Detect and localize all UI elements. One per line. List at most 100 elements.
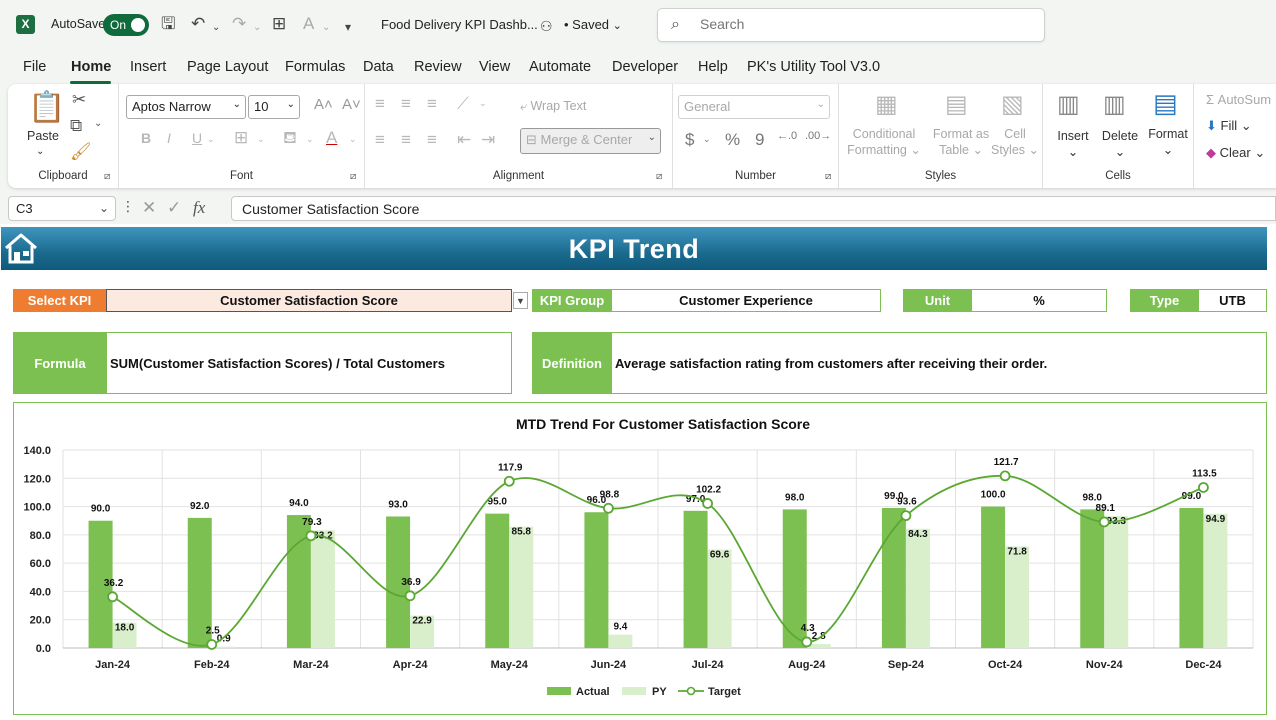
tab-automate[interactable]: Automate <box>529 59 592 75</box>
cell-styles-button[interactable]: Cell Styles ⌄ <box>991 127 1039 157</box>
insert-cells-icon[interactable]: ▥ <box>1057 91 1080 118</box>
format-as-table-button[interactable]: Format as Table ⌄ <box>932 127 990 157</box>
alignment-launcher-icon[interactable]: ⧄ <box>656 171 663 182</box>
tab-view[interactable]: View <box>479 59 511 75</box>
format-as-table-icon[interactable]: ▤ <box>945 91 968 118</box>
target-point <box>503 475 515 487</box>
orientation-icon[interactable]: ⟋ <box>457 94 469 113</box>
save-icon[interactable]: 🖫 <box>161 14 176 33</box>
conditional-formatting-icon[interactable]: ▦ <box>875 91 898 118</box>
saved-status[interactable]: • Saved ⌄ <box>564 17 622 32</box>
number-format-select[interactable]: General ⌄ <box>678 95 830 119</box>
cancel-entry-icon[interactable]: ✕ <box>142 198 157 217</box>
tab-page-layout[interactable]: Page Layout <box>187 59 269 75</box>
insert-cells-button[interactable]: Insert ⌄ <box>1057 129 1089 159</box>
tab-utility-tool[interactable]: PK's Utility Tool V3.0 <box>747 59 881 75</box>
fill-dropdown-icon[interactable]: ⌄ <box>306 134 314 144</box>
clipboard-launcher-icon[interactable]: ⧄ <box>104 171 111 182</box>
borders-icon[interactable]: ⊞ <box>272 14 287 33</box>
paste-dropdown-icon[interactable]: ⌄ <box>36 146 45 157</box>
cut-icon[interactable]: ✂ <box>72 90 87 109</box>
currency-dropdown-icon[interactable]: ⌄ <box>703 134 711 144</box>
underline-icon[interactable]: U <box>192 130 203 146</box>
formula-input[interactable]: Customer Satisfaction Score <box>231 196 1276 221</box>
decrease-indent-icon[interactable]: ⇤ <box>457 130 472 149</box>
format-cells-button[interactable]: Format ⌄ <box>1148 127 1188 157</box>
merge-center-button[interactable]: ⊟ Merge & Center ⌄ <box>520 128 661 154</box>
cell-styles-icon[interactable]: ▧ <box>1001 91 1024 118</box>
select-kpi-value[interactable]: Customer Satisfaction Score <box>106 289 512 312</box>
increase-decimal-icon[interactable]: ←.0 <box>777 130 798 142</box>
fill-button[interactable]: ⬇ Fill ⌄ <box>1206 118 1252 133</box>
tab-help[interactable]: Help <box>698 59 728 75</box>
font-size-select[interactable]: 10 ⌄ <box>248 95 300 119</box>
font-name-select[interactable]: Aptos Narrow ⌄ <box>126 95 246 119</box>
increase-indent-icon[interactable]: ⇥ <box>481 130 496 149</box>
comma-icon[interactable]: 9 <box>755 130 765 149</box>
search-input[interactable] <box>700 16 1000 32</box>
font-color-dropdown-icon[interactable]: ⌄ <box>322 22 331 33</box>
tab-file[interactable]: File <box>23 59 47 75</box>
tab-insert[interactable]: Insert <box>130 59 167 75</box>
wrap-text-button[interactable]: ⤶ Wrap Text <box>520 99 587 113</box>
tab-developer[interactable]: Developer <box>612 59 679 75</box>
tab-formulas[interactable]: Formulas <box>285 59 346 75</box>
align-bottom-icon[interactable]: ≡ <box>427 94 437 113</box>
format-cells-icon[interactable]: ▤ <box>1153 88 1178 118</box>
fill-color-icon[interactable]: ⛾ <box>283 128 297 147</box>
format-painter-icon[interactable]: 🖌 <box>70 142 92 161</box>
underline-dropdown-icon[interactable]: ⌄ <box>207 134 215 144</box>
conditional-formatting-button[interactable]: Conditional Formatting ⌄ <box>847 127 921 157</box>
font-color-icon[interactable]: A <box>303 14 315 33</box>
currency-icon[interactable]: $ <box>685 130 695 149</box>
copy-icon[interactable]: ⧉ <box>70 116 83 135</box>
copy-dropdown-icon[interactable]: ⌄ <box>94 118 103 129</box>
name-box[interactable]: C3 ⌄ <box>8 196 116 221</box>
confirm-entry-icon[interactable]: ✓ <box>167 198 182 217</box>
undo-icon[interactable]: ↶ <box>191 14 206 33</box>
align-middle-icon[interactable]: ≡ <box>401 94 411 113</box>
paste-button[interactable]: Paste <box>27 129 59 143</box>
undo-dropdown-icon[interactable]: ⌄ <box>212 22 221 33</box>
tab-data[interactable]: Data <box>363 59 394 75</box>
kpi-dropdown-icon[interactable]: ▼ <box>513 292 528 309</box>
autosum-button[interactable]: Σ AutoSum <box>1206 92 1272 107</box>
clear-button[interactable]: ◆ Clear ⌄ <box>1206 145 1266 160</box>
align-right-icon[interactable]: ≡ <box>427 130 437 149</box>
align-left-icon[interactable]: ≡ <box>375 130 385 149</box>
align-top-icon[interactable]: ≡ <box>375 94 385 113</box>
decrease-font-icon[interactable]: A˅ <box>342 96 361 113</box>
more-options-icon[interactable]: ⋮ <box>121 198 135 214</box>
number-launcher-icon[interactable]: ⧄ <box>825 171 832 182</box>
orientation-dropdown-icon[interactable]: ⌄ <box>479 98 487 108</box>
borders-dropdown-icon[interactable]: ⌄ <box>257 134 265 144</box>
delete-cells-button[interactable]: Delete ⌄ <box>1101 129 1139 159</box>
bold-icon[interactable]: B <box>141 130 152 146</box>
borders-ribbon-icon[interactable]: ⊞ <box>234 128 249 147</box>
tab-home[interactable]: Home <box>71 59 112 75</box>
increase-font-icon[interactable]: A˄ <box>314 96 333 113</box>
legend-marker-target <box>686 686 696 696</box>
italic-icon[interactable]: I <box>167 130 171 146</box>
redo-icon[interactable]: ↷ <box>232 14 247 33</box>
delete-cells-icon[interactable]: ▥ <box>1103 91 1126 118</box>
customize-toolbar-icon[interactable]: ▾ <box>345 20 352 34</box>
search-box[interactable]: ⌕ <box>657 8 1045 42</box>
share-person-icon[interactable]: ⚇ <box>540 18 553 34</box>
decrease-decimal-icon[interactable]: .00→ <box>805 130 832 142</box>
percent-icon[interactable]: % <box>725 130 741 149</box>
text-color-icon[interactable]: A <box>326 128 338 147</box>
tab-review[interactable]: Review <box>414 59 462 75</box>
insert-function-icon[interactable]: fx <box>193 198 206 217</box>
document-title[interactable]: Food Delivery KPI Dashb... <box>381 17 538 32</box>
align-center-icon[interactable]: ≡ <box>401 130 411 149</box>
home-icon[interactable] <box>3 231 39 265</box>
number-group: General ⌄ $ ⌄ % 9 ←.0 .00→ Number ⧄ <box>673 84 839 188</box>
text-color-dropdown-icon[interactable]: ⌄ <box>349 134 357 144</box>
autosave-toggle[interactable]: On <box>103 14 149 36</box>
paste-icon[interactable]: 📋 <box>28 91 66 124</box>
font-launcher-icon[interactable]: ⧄ <box>350 171 357 182</box>
merge-dropdown-icon: ⌄ <box>647 132 656 143</box>
redo-dropdown-icon[interactable]: ⌄ <box>253 22 262 33</box>
font-name-value: Aptos Narrow <box>132 99 211 114</box>
